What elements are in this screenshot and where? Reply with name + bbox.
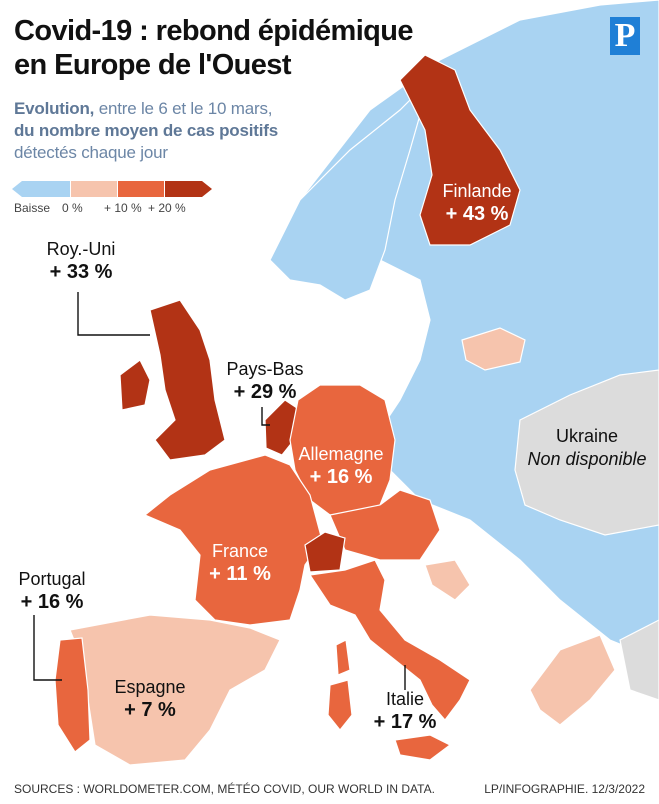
label-germany: Allemagne + 16 % <box>282 443 400 489</box>
germany-value: + 16 % <box>309 466 373 488</box>
turkey <box>619 619 659 701</box>
sardinia <box>327 679 353 731</box>
legend-bar <box>12 181 212 197</box>
ukraine-name: Ukraine <box>555 426 619 446</box>
label-portugal: Portugal + 16 % <box>2 568 102 614</box>
subtitle: Evolution, entre le 6 et le 10 mars, du … <box>14 98 278 164</box>
publisher-logo: P <box>610 17 640 55</box>
netherlands-name: Pays-Bas <box>226 359 304 379</box>
legend-plus10 <box>118 181 164 197</box>
ukraine <box>514 369 659 536</box>
italy-value: + 17 % <box>373 711 437 733</box>
italy <box>308 559 471 721</box>
footer: SOURCES : WORLDOMETER.COM, MÉTÉO COVID, … <box>0 773 659 804</box>
portugal-value: + 16 % <box>20 591 84 613</box>
ukraine-status: Non disponible <box>527 449 647 469</box>
spain-value: + 7 % <box>124 699 176 721</box>
label-france: France + 11 % <box>190 540 290 586</box>
label-spain: Espagne + 7 % <box>100 676 200 722</box>
germany-name: Allemagne <box>298 444 384 464</box>
central-europe <box>329 489 441 561</box>
united-kingdom <box>149 299 226 461</box>
uk-name: Roy.-Uni <box>46 239 116 259</box>
france-name: France <box>211 541 269 561</box>
subtitle-line3: détectés chaque jour <box>14 143 168 162</box>
legend-label-zero: 0 % <box>62 201 83 215</box>
label-ukraine: Ukraine Non disponible <box>522 425 652 471</box>
leader-uk <box>77 292 150 336</box>
label-finland: Finlande + 43 % <box>422 180 532 226</box>
finland <box>399 54 521 246</box>
legend-zero <box>71 181 117 197</box>
page-title: Covid-19 : rebond épidémique en Europe d… <box>14 15 414 81</box>
legend-plus20 <box>165 181 212 197</box>
greece <box>529 634 616 726</box>
label-netherlands: Pays-Bas + 29 % <box>212 358 318 404</box>
switzerland <box>304 531 346 573</box>
portugal-name: Portugal <box>18 569 86 589</box>
legend-label-plus10: + 10 % <box>104 201 142 215</box>
subtitle-part1: entre le 6 et le 10 mars, <box>94 99 273 118</box>
leader-netherlands <box>261 407 270 426</box>
credit: LP/INFOGRAPHIE. 12/3/2022 <box>484 782 645 796</box>
italy-name: Italie <box>385 689 425 709</box>
legend-labels: Baisse 0 % + 10 % + 20 % <box>0 201 230 217</box>
ireland <box>119 359 151 411</box>
france-value: + 11 % <box>209 563 271 585</box>
finland-name: Finlande <box>442 181 512 201</box>
label-italy: Italie + 17 % <box>358 688 452 734</box>
uk-value: + 33 % <box>49 261 113 283</box>
subtitle-line2: du nombre moyen de cas positifs <box>14 121 278 140</box>
legend-label-plus20: + 20 % <box>148 201 186 215</box>
sicily <box>394 734 452 761</box>
subtitle-lead: Evolution, <box>14 99 95 118</box>
portugal <box>54 637 91 753</box>
legend-label-decrease: Baisse <box>14 201 51 215</box>
finland-value: + 43 % <box>445 203 509 225</box>
scandinavia <box>269 77 432 301</box>
leader-lines <box>33 292 406 690</box>
leader-portugal <box>33 615 62 681</box>
france <box>143 454 323 626</box>
legend-decrease <box>12 181 70 197</box>
sources: SOURCES : WORLDOMETER.COM, MÉTÉO COVID, … <box>14 782 435 796</box>
spain-name: Espagne <box>114 677 186 697</box>
netherlands-value: + 29 % <box>233 381 297 403</box>
croatia <box>424 559 471 601</box>
corsica <box>335 639 351 676</box>
label-uk: Roy.-Uni + 33 % <box>28 238 134 284</box>
belarus <box>461 327 526 371</box>
